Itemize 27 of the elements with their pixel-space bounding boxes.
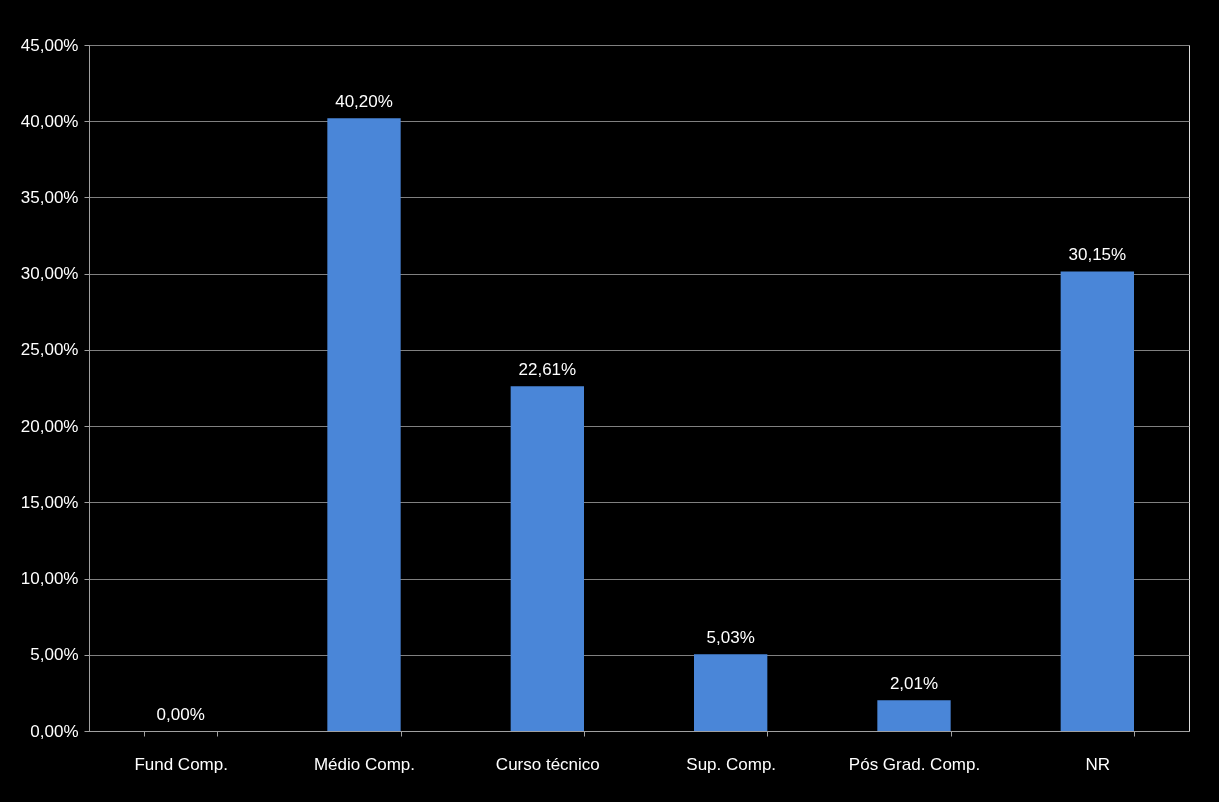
- y-tick-label: 0,00%: [30, 721, 79, 741]
- y-tick-label: 35,00%: [20, 187, 79, 207]
- data-label: 40,20%: [335, 92, 393, 112]
- y-tick-label: 40,00%: [20, 111, 79, 131]
- data-label: 22,61%: [518, 360, 577, 380]
- bar: [327, 118, 401, 731]
- bar: [694, 654, 768, 731]
- y-tick-label: 15,00%: [20, 492, 79, 512]
- x-tick-label: Médio Comp.: [313, 754, 416, 774]
- x-tick-label: Pós Grad. Comp.: [848, 754, 981, 774]
- y-tick-label: 25,00%: [20, 340, 79, 360]
- x-tick-label: Curso técnico: [495, 754, 600, 774]
- y-tick-label: 30,00%: [20, 264, 79, 284]
- bar: [877, 700, 951, 731]
- data-label: 5,03%: [706, 628, 755, 648]
- bar: [1060, 271, 1134, 731]
- y-tick-label: 20,00%: [20, 416, 79, 436]
- y-tick-label: 5,00%: [30, 645, 79, 665]
- y-tick-label: 45,00%: [20, 35, 79, 55]
- y-tick-label: 10,00%: [20, 569, 79, 589]
- data-label: 30,15%: [1068, 245, 1127, 265]
- data-label: 0,00%: [156, 705, 205, 724]
- x-tick-label: Fund Comp.: [134, 754, 228, 774]
- x-tick-label: NR: [1085, 754, 1111, 774]
- x-tick-label: Sup. Comp.: [686, 754, 777, 774]
- data-label: 2,01%: [889, 674, 939, 694]
- bar: [510, 386, 584, 731]
